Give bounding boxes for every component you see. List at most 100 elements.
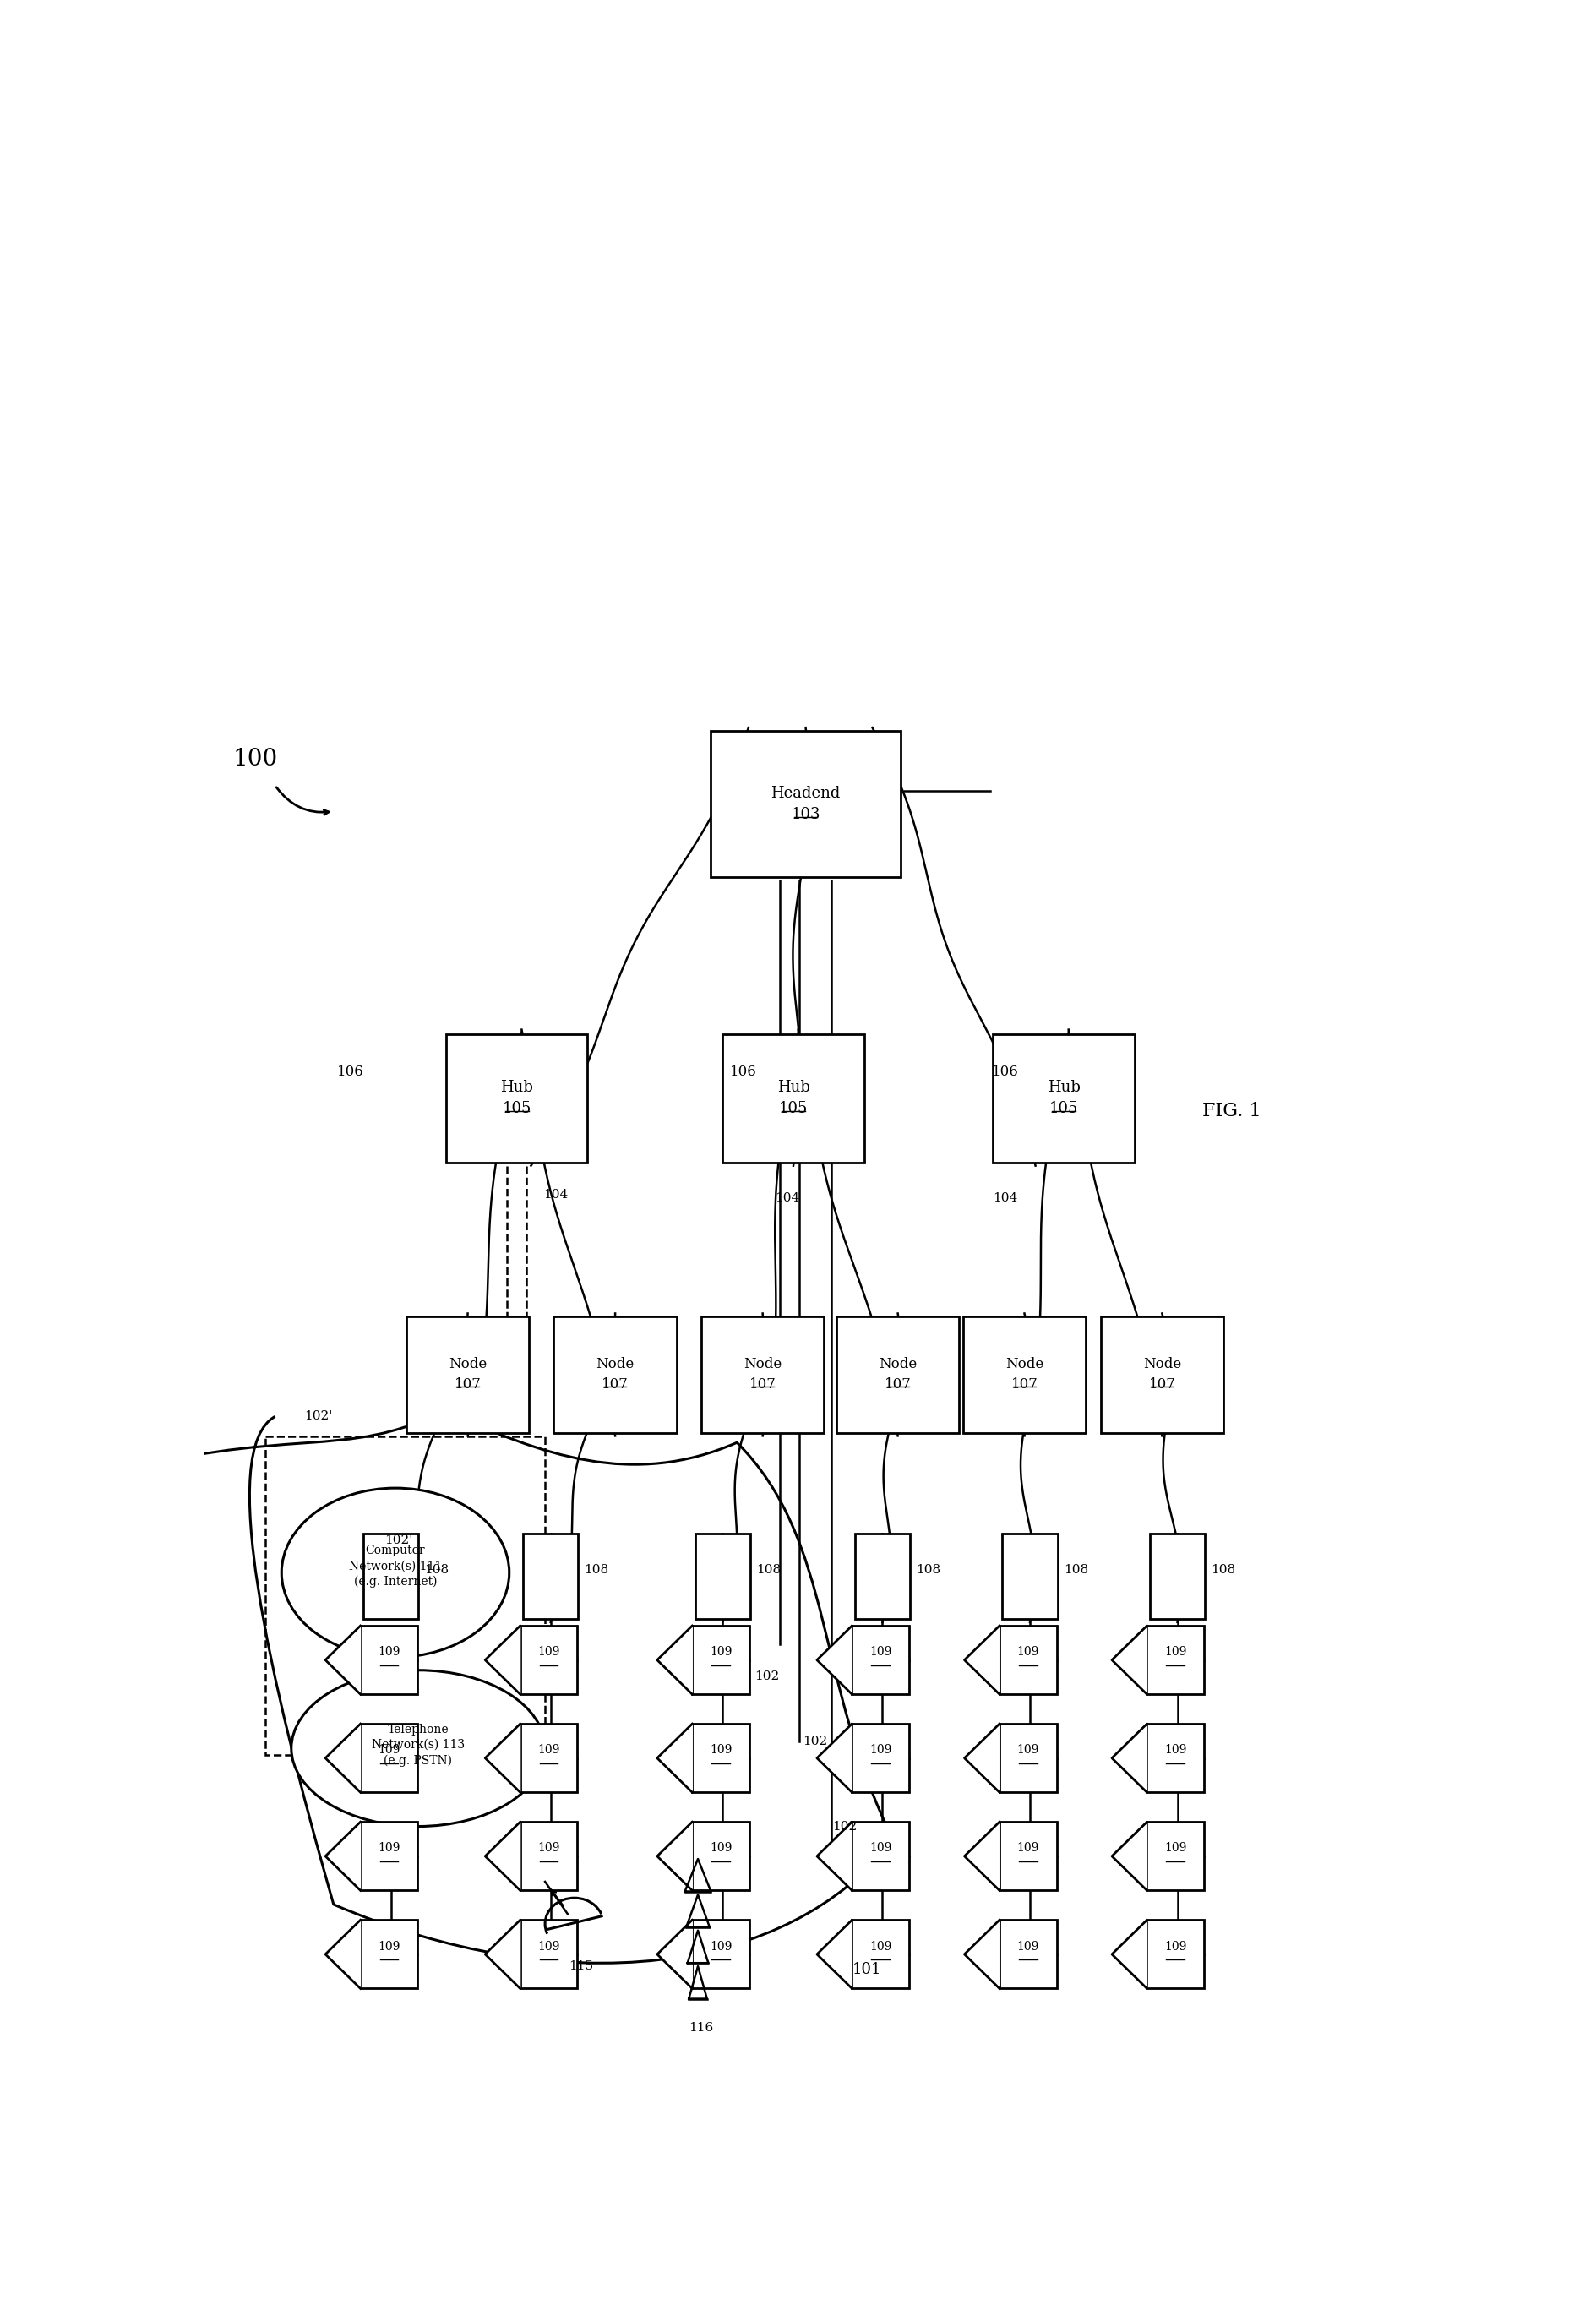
Polygon shape [817, 1723, 852, 1793]
Text: 109: 109 [870, 1941, 892, 1952]
Bar [265, 1436, 546, 1756]
Bar [999, 1626, 1057, 1695]
Text: 105: 105 [503, 1100, 531, 1116]
Bar [852, 1626, 910, 1695]
Bar [361, 1723, 418, 1793]
Bar [520, 1723, 578, 1793]
Polygon shape [326, 1920, 361, 1989]
Text: 109: 109 [538, 1647, 560, 1658]
Text: 109: 109 [1017, 1941, 1039, 1952]
Text: 105: 105 [779, 1100, 808, 1116]
Bar [852, 1823, 910, 1890]
Text: 102: 102 [833, 1820, 857, 1832]
Text: 109: 109 [1017, 1744, 1039, 1756]
Bar [523, 1533, 578, 1619]
Text: 106: 106 [991, 1065, 1018, 1079]
Text: 109: 109 [870, 1647, 892, 1658]
Bar [361, 1920, 418, 1989]
Bar [554, 1318, 677, 1434]
Bar [1002, 1533, 1058, 1619]
Text: 109: 109 [710, 1647, 733, 1658]
Bar [1148, 1626, 1203, 1695]
Polygon shape [817, 1823, 852, 1890]
Text: 109: 109 [378, 1841, 401, 1855]
Text: 109: 109 [710, 1841, 733, 1855]
Text: 109: 109 [378, 1647, 401, 1658]
Bar [361, 1626, 418, 1695]
Polygon shape [326, 1723, 361, 1793]
Text: 109: 109 [1017, 1841, 1039, 1855]
Polygon shape [1112, 1823, 1148, 1890]
Text: 109: 109 [710, 1941, 733, 1952]
Polygon shape [964, 1723, 999, 1793]
Text: Telephone
Network(s) 113
(e.g. PSTN): Telephone Network(s) 113 (e.g. PSTN) [372, 1723, 464, 1767]
Text: 102': 102' [385, 1533, 413, 1547]
Polygon shape [485, 1823, 520, 1890]
Text: 109: 109 [538, 1841, 560, 1855]
Polygon shape [658, 1723, 693, 1793]
Bar [710, 732, 900, 878]
Text: 109: 109 [378, 1941, 401, 1952]
Bar [852, 1723, 910, 1793]
Bar [407, 1318, 530, 1434]
Text: 109: 109 [1165, 1744, 1186, 1756]
Polygon shape [964, 1920, 999, 1989]
Text: 109: 109 [870, 1841, 892, 1855]
Bar [694, 1533, 750, 1619]
Polygon shape [485, 1723, 520, 1793]
Text: 103: 103 [792, 808, 820, 822]
Text: 107: 107 [602, 1378, 629, 1392]
Bar [1148, 1920, 1203, 1989]
Polygon shape [1112, 1723, 1148, 1793]
Text: 116: 116 [689, 2022, 713, 2033]
Bar [520, 1823, 578, 1890]
Bar [447, 1033, 587, 1163]
Bar [693, 1823, 750, 1890]
Bar [855, 1533, 910, 1619]
Polygon shape [658, 1920, 693, 1989]
Bar [999, 1823, 1057, 1890]
Text: 101: 101 [852, 1962, 881, 1978]
Bar [693, 1920, 750, 1989]
Bar [361, 1823, 418, 1890]
Bar [999, 1723, 1057, 1793]
Text: 108: 108 [425, 1563, 448, 1575]
Polygon shape [658, 1823, 693, 1890]
Text: 107: 107 [884, 1378, 911, 1392]
Text: FIG. 1: FIG. 1 [1202, 1102, 1261, 1121]
Text: 108: 108 [916, 1563, 940, 1575]
Text: 100: 100 [233, 748, 278, 771]
Text: Computer
Network(s) 111
(e.g. Internet): Computer Network(s) 111 (e.g. Internet) [350, 1545, 442, 1589]
Polygon shape [658, 1626, 693, 1695]
Text: 109: 109 [538, 1744, 560, 1756]
Text: 106: 106 [337, 1065, 364, 1079]
Text: Node: Node [448, 1357, 487, 1371]
Text: Node: Node [879, 1357, 918, 1371]
Text: Node: Node [1005, 1357, 1044, 1371]
Text: 115: 115 [568, 1959, 594, 1973]
Text: 109: 109 [1165, 1841, 1186, 1855]
Bar [1148, 1723, 1203, 1793]
Ellipse shape [292, 1670, 546, 1827]
Text: 104: 104 [993, 1193, 1018, 1204]
Bar [520, 1626, 578, 1695]
Text: Node: Node [1143, 1357, 1181, 1371]
Bar [723, 1033, 863, 1163]
Text: 107: 107 [1149, 1378, 1176, 1392]
Text: Hub: Hub [1047, 1079, 1080, 1095]
Bar [999, 1920, 1057, 1989]
Polygon shape [817, 1920, 852, 1989]
Text: Node: Node [744, 1357, 782, 1371]
Text: 102': 102' [305, 1410, 332, 1422]
Polygon shape [964, 1823, 999, 1890]
Polygon shape [326, 1626, 361, 1695]
Bar [1101, 1318, 1224, 1434]
Bar [693, 1723, 750, 1793]
Bar [1148, 1823, 1203, 1890]
Text: 109: 109 [538, 1941, 560, 1952]
PathPatch shape [249, 1410, 894, 1964]
Text: 108: 108 [757, 1563, 780, 1575]
Text: 109: 109 [1165, 1647, 1186, 1658]
Text: 104: 104 [544, 1188, 568, 1202]
Text: 108: 108 [1063, 1563, 1088, 1575]
